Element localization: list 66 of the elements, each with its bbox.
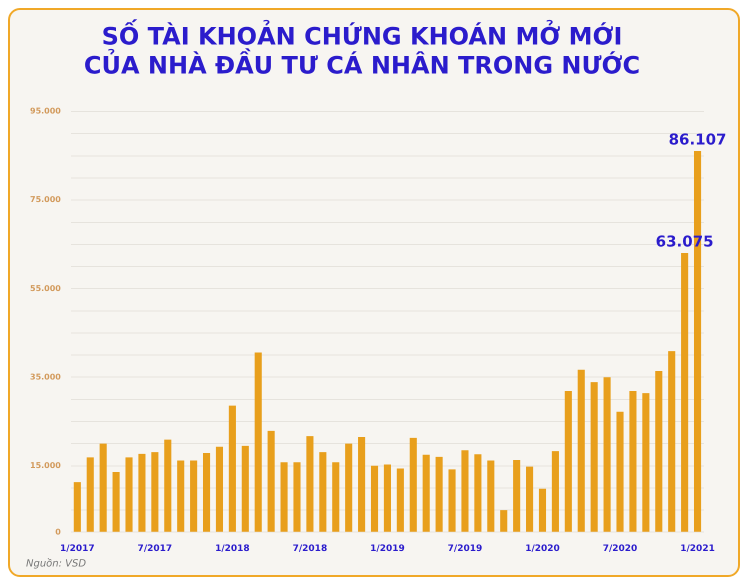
y-tick-label: 15.000 (30, 460, 62, 470)
bar (228, 406, 236, 532)
x-tick-label: 7/2018 (292, 544, 328, 554)
bar (642, 393, 650, 532)
x-tick-label: 1/2017 (60, 544, 95, 554)
bar (280, 462, 288, 532)
y-tick-label: 55.000 (30, 284, 62, 293)
bar (616, 412, 624, 532)
bar (422, 454, 430, 532)
bar (448, 469, 456, 532)
bar (474, 454, 482, 532)
bar (345, 444, 352, 532)
bar (513, 460, 520, 532)
bar (74, 482, 81, 532)
bar (668, 351, 676, 532)
bar (202, 452, 210, 532)
bar (629, 390, 636, 532)
bar (151, 452, 158, 532)
bar (370, 466, 378, 532)
bar (268, 430, 275, 532)
x-tick-label: 7/2017 (138, 544, 172, 554)
bar (384, 464, 391, 532)
bar (190, 460, 198, 532)
bar (164, 440, 172, 532)
bar (216, 446, 224, 532)
bar (590, 382, 598, 532)
bar (552, 451, 559, 532)
x-tick-label: 7/2020 (602, 544, 638, 554)
bar (319, 452, 326, 532)
bar (500, 510, 508, 532)
chart-title: SỐ TÀI KHOẢN CHỨNG KHOÁN MỞ MỚI CỦA NHÀ ĐẦU TƯ CÁ NHÂN TRONG NƯỚC (84, 18, 640, 80)
x-tick-label: 7/2019 (448, 544, 482, 554)
bar (564, 390, 572, 532)
bar (358, 437, 366, 532)
bar (436, 456, 443, 532)
bar (396, 468, 404, 532)
x-tick-label: 1/2021 (680, 544, 715, 554)
bar (655, 371, 662, 532)
bar (138, 454, 146, 532)
bar (242, 446, 249, 532)
y-tick-label: 95.000 (30, 106, 62, 116)
text: Nguồn: VSD (26, 558, 86, 570)
bar (332, 462, 340, 532)
bar (100, 444, 107, 532)
bar (578, 370, 585, 532)
bar (526, 466, 534, 532)
bar (293, 462, 301, 532)
bar (306, 436, 314, 532)
x-tick-label: 1/2018 (215, 544, 250, 554)
x-tick-label: 1/2020 (525, 544, 560, 554)
bar (254, 352, 262, 532)
data-label: 86.107 (668, 130, 726, 148)
y-tick-label: 0 (55, 527, 62, 536)
bar (410, 438, 417, 532)
bar (487, 460, 494, 532)
y-tick-label: 75.000 (30, 195, 62, 204)
bar (538, 488, 546, 532)
y-tick-label: 35.000 (30, 372, 62, 382)
bar (681, 252, 688, 532)
bar (125, 457, 133, 532)
bar (461, 450, 469, 532)
bar (86, 457, 94, 532)
bar (177, 460, 184, 532)
x-tick-label: 1/2019 (370, 544, 405, 554)
bar (112, 472, 120, 532)
bar (604, 377, 611, 532)
